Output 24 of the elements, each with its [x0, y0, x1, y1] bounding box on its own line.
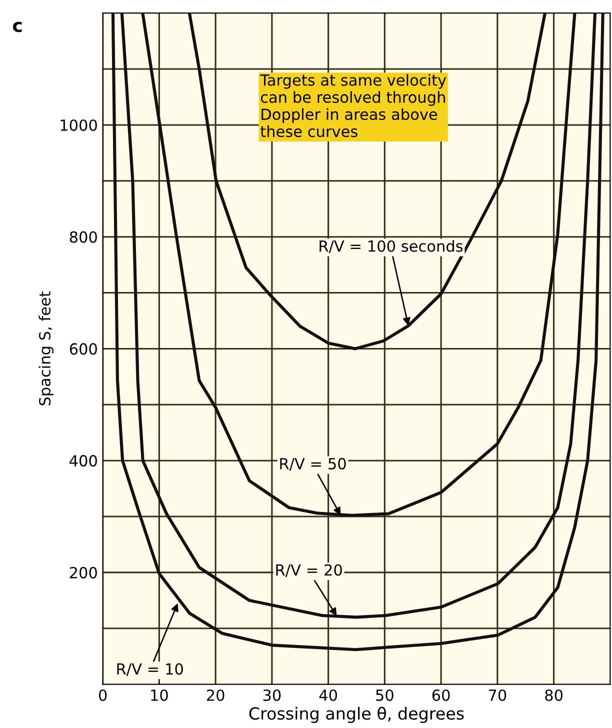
annotation: R/V = 20 [276, 564, 342, 577]
x-tick-label: 50 [376, 689, 394, 702]
x-tick-label: 40 [319, 689, 338, 702]
line-series [188, 13, 546, 350]
x-tick-label: 20 [206, 689, 224, 702]
y-tick-label: 400 [70, 455, 97, 467]
x-tick-label: 0 [98, 689, 107, 702]
x-tick-label: 80 [545, 689, 562, 702]
x-tick-label: 60 [432, 689, 450, 702]
x-tick-label: 70 [488, 689, 506, 702]
y-axis-title: Spacing S, feet [38, 291, 54, 406]
line-series [141, 13, 576, 517]
x-tick-label: 10 [151, 689, 168, 702]
y-tick-label: 800 [70, 231, 97, 243]
x-tick-label: 30 [263, 689, 281, 702]
x-axis-title: Crossing angle θ, degrees [249, 706, 464, 724]
text: c [13, 22, 22, 32]
y-tick-label: 600 [70, 343, 97, 355]
annotation: R/V = 50 [280, 458, 346, 471]
y-tick-label: 200 [70, 566, 97, 578]
y-tick-label: 1000 [60, 119, 97, 131]
annotation: Targets at same velocity can be resolved through Doppler in areas above these curves [260, 74, 446, 138]
annotation: R/V = 10 [117, 663, 183, 676]
annotation: R/V = 100 seconds [320, 240, 463, 254]
